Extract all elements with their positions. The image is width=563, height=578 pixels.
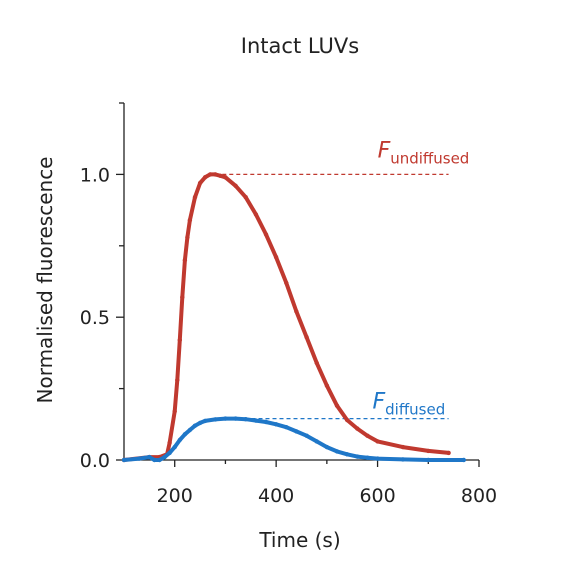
data-point [284,280,289,286]
data-point [375,456,380,461]
data-point [365,433,370,438]
data-point [213,417,218,422]
data-point [263,419,269,425]
x-tick-label: 600 [359,485,395,507]
series-layer [121,172,466,463]
data-point [185,235,190,240]
data-point [152,457,157,463]
x-tick-label: 800 [461,485,497,507]
data-point [213,172,218,177]
data-point [263,232,269,237]
data-point [182,257,188,263]
ticks: 200 400 600 800 0.0 0.5 1.0 [80,102,497,507]
data-point [187,217,193,223]
data-point [243,195,248,200]
data-point [304,433,309,438]
annotation-label: Fundiffused [378,138,470,167]
data-point [223,416,228,421]
data-point [334,449,340,454]
data-point [426,448,431,454]
data-point [273,255,279,260]
data-point [121,457,127,463]
data-point [294,309,299,314]
data-point [355,426,360,431]
x-tick-label: 400 [258,485,294,507]
data-point [192,195,198,200]
series-1 [121,172,451,463]
data-point [223,175,228,180]
data-point [253,212,259,217]
reference-lines [215,173,449,420]
data-point [208,172,213,177]
data-point [365,455,370,460]
data-point [355,454,360,459]
data-point [233,416,238,421]
data-point [344,417,350,423]
data-point [243,417,248,422]
data-point [177,437,182,443]
data-point [162,454,167,460]
y-tick-label: 0.0 [80,450,110,472]
data-point [157,457,162,463]
x-axis-label: Time (s) [258,528,340,552]
series-2 [121,416,466,463]
data-point [253,418,259,423]
data-point [192,423,198,428]
y-tick-label: 1.0 [80,164,110,186]
data-point [446,450,451,456]
data-point [314,439,319,444]
annotation-label: Fdiffused [373,390,446,419]
chart-title: Intact LUVs [241,34,359,58]
series-line [122,416,466,462]
data-point [375,439,380,444]
x-tick-label: 200 [157,485,193,507]
data-point [172,444,177,450]
y-tick-label: 0.5 [80,307,110,329]
data-point [182,432,188,437]
y-axis-label: Normalised fluorescence [33,157,57,404]
data-point [197,420,203,426]
data-point [197,180,203,186]
data-point [180,295,185,300]
data-point [426,457,431,463]
data-point [304,335,309,340]
data-point [167,450,172,456]
data-point [172,409,177,414]
data-point [324,444,330,450]
data-point [175,377,180,383]
data-point [137,456,142,461]
data-point [202,418,208,424]
data-point [294,429,299,434]
data-point [202,175,208,180]
data-point [324,383,330,388]
data-point [284,425,289,430]
data-point [273,422,279,427]
data-point [167,440,172,446]
data-point [400,444,406,450]
data-point [147,454,152,460]
data-point [218,173,223,178]
data-point [187,427,193,433]
data-point [314,360,319,366]
data-point [400,457,406,462]
data-point [177,337,182,343]
data-point [461,457,466,463]
annotations: Fundiffused Fdiffused [373,138,470,418]
data-point [344,452,350,457]
data-point [334,403,340,408]
data-point [233,183,238,188]
